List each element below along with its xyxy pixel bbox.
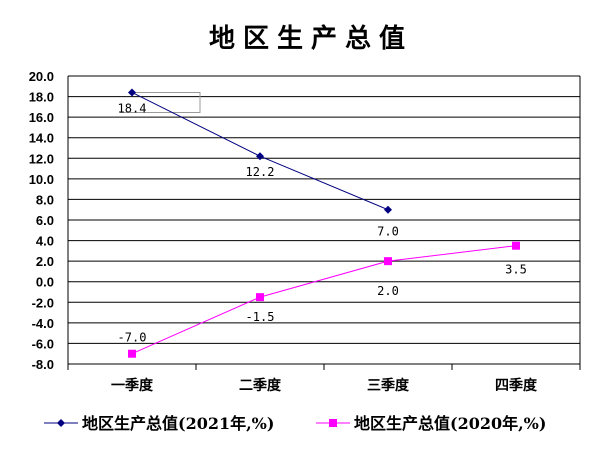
y-tick-label: 10.0 xyxy=(29,172,54,187)
x-category-label: 二季度 xyxy=(239,377,282,394)
y-tick-label: 8.0 xyxy=(36,192,54,207)
series-group: 18.4 12.2 7.0 -7.0 -1.5 2.0 3.5 xyxy=(118,88,527,358)
chart-title: 地区生产总值 xyxy=(209,24,413,54)
legend-marker xyxy=(329,419,337,427)
legend-label: 地区生产总值(2020年,%) xyxy=(354,414,546,433)
y-tick-label: 6.0 xyxy=(36,213,54,228)
x-category-label: 四季度 xyxy=(495,377,538,394)
y-tick-label: 12.0 xyxy=(29,151,54,166)
y-tick-label: -2.0 xyxy=(32,295,54,310)
legend-label: 地区生产总值(2021年,%) xyxy=(82,414,274,433)
data-label: 7.0 xyxy=(377,225,399,239)
data-point xyxy=(256,152,264,161)
callout-line xyxy=(120,91,201,113)
data-label: -7.0 xyxy=(118,331,147,345)
data-label: -1.5 xyxy=(246,310,275,324)
data-point xyxy=(512,241,520,250)
y-tick-label: 0.0 xyxy=(36,275,54,290)
y-tick-label: 4.0 xyxy=(36,234,54,249)
y-axis: 20.0 18.0 16.0 14.0 12.0 10.0 8.0 6.0 4.0 2.0 0.0 -… xyxy=(29,69,54,372)
data-label: 3.5 xyxy=(505,263,527,277)
x-category-label: 一季度 xyxy=(111,377,154,394)
legend: 地区生产总值(2021年,%) 地区生产总值(2020年,%) xyxy=(44,414,546,433)
y-tick-label: 16.0 xyxy=(29,110,54,125)
data-label: 2.0 xyxy=(377,284,399,298)
y-tick-label: 18.0 xyxy=(29,90,54,105)
data-label-callout xyxy=(120,91,201,113)
x-category-label: 三季度 xyxy=(367,377,410,394)
data-point xyxy=(384,257,392,266)
legend-marker xyxy=(57,419,65,427)
x-axis: 一季度 二季度 三季度 四季度 xyxy=(111,377,538,394)
y-tick-label: -6.0 xyxy=(32,336,54,351)
data-point xyxy=(384,205,392,214)
y-tick-label: 2.0 xyxy=(36,254,54,269)
data-point xyxy=(256,293,264,302)
grid xyxy=(67,75,581,370)
y-tick-label: 20.0 xyxy=(29,69,54,84)
y-tick-label: 14.0 xyxy=(29,131,54,146)
series-line xyxy=(131,245,517,355)
series-line xyxy=(131,92,389,211)
data-point xyxy=(128,349,136,358)
data-point xyxy=(128,88,136,97)
y-tick-label: -4.0 xyxy=(32,316,54,331)
data-label: 12.2 xyxy=(246,165,275,179)
y-tick-label: -8.0 xyxy=(32,357,54,372)
data-label: 18.4 xyxy=(118,101,147,115)
